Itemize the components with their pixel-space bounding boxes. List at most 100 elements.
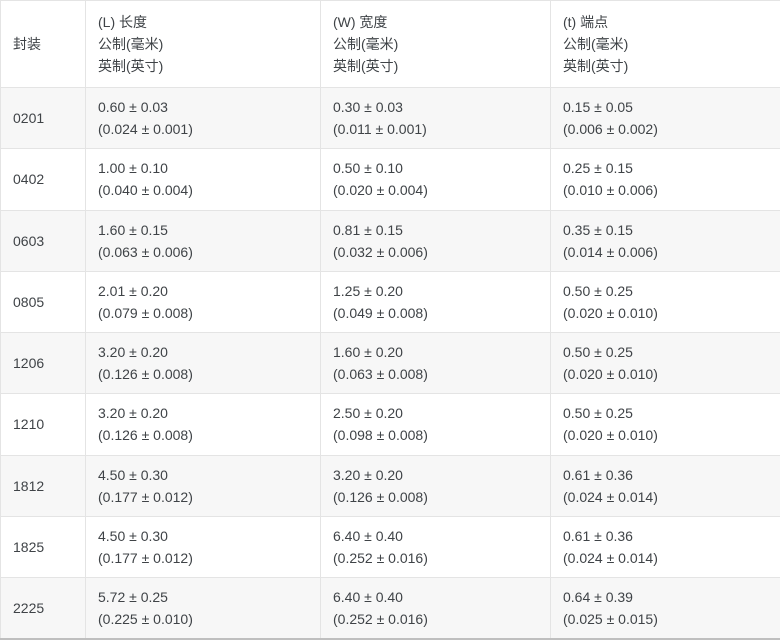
package-code: 0603 (13, 232, 45, 249)
length-cell: 1.00 ± 0.10 (0.040 ± 0.004) (85, 148, 321, 211)
col-header-package: 封装 (0, 0, 86, 88)
terminal-imperial-value: (0.024 ± 0.014) (563, 488, 658, 505)
length-metric-value: 4.50 ± 0.30 (98, 466, 168, 483)
width-cell: 0.30 ± 0.03 (0.011 ± 0.001) (320, 86, 551, 150)
table-row: 0402 1.00 ± 0.10 (0.040 ± 0.004) 0.50 ± 0… (0, 148, 780, 211)
header-length-metric: 公制(毫米) (98, 36, 164, 52)
length-imperial-value: (0.024 ± 0.001) (98, 121, 193, 138)
header-terminal-imperial: 英制(英寸) (563, 58, 629, 74)
table-row: 0603 1.60 ± 0.15 (0.063 ± 0.006) 0.81 ± 0… (0, 209, 780, 272)
package-code: 1206 (13, 355, 45, 372)
package-code: 1825 (13, 538, 45, 555)
table-row: 0805 2.01 ± 0.20 (0.079 ± 0.008) 1.25 ± 0… (0, 270, 780, 334)
header-terminal-title: (t) 端点 (563, 14, 609, 30)
width-cell: 6.40 ± 0.40 (0.252 ± 0.016) (320, 515, 551, 579)
table-row: 1210 3.20 ± 0.20 (0.126 ± 0.008) 2.50 ± 0… (0, 393, 780, 456)
terminal-imperial-value: (0.020 ± 0.010) (563, 427, 658, 444)
length-metric-value: 0.60 ± 0.03 (98, 99, 168, 116)
terminal-metric-value: 0.15 ± 0.05 (563, 99, 633, 116)
package-code: 2225 (13, 600, 45, 617)
package-code: 0805 (13, 293, 45, 310)
length-metric-value: 3.20 ± 0.20 (98, 405, 168, 422)
col-header-terminal: (t) 端点 公制(毫米) 英制(英寸) (550, 0, 780, 88)
terminal-imperial-value: (0.020 ± 0.010) (563, 304, 658, 321)
package-code: 0201 (13, 110, 45, 127)
package-code: 0402 (13, 171, 45, 188)
package-cell: 1206 (0, 332, 86, 395)
terminal-cell: 0.50 ± 0.25 (0.020 ± 0.010) (550, 332, 780, 395)
terminal-metric-value: 0.50 ± 0.25 (563, 282, 633, 299)
terminal-imperial-value: (0.020 ± 0.010) (563, 366, 658, 383)
length-metric-value: 3.20 ± 0.20 (98, 344, 168, 361)
package-cell: 0201 (0, 86, 86, 150)
terminal-imperial-value: (0.014 ± 0.006) (563, 243, 658, 260)
length-imperial-value: (0.063 ± 0.006) (98, 243, 193, 260)
length-cell: 1.60 ± 0.15 (0.063 ± 0.006) (85, 209, 321, 272)
width-cell: 6.40 ± 0.40 (0.252 ± 0.016) (320, 577, 551, 640)
length-imperial-value: (0.225 ± 0.010) (98, 611, 193, 628)
package-code: 1210 (13, 416, 45, 433)
length-cell: 3.20 ± 0.20 (0.126 ± 0.008) (85, 332, 321, 395)
width-cell: 3.20 ± 0.20 (0.126 ± 0.008) (320, 454, 551, 517)
width-imperial-value: (0.098 ± 0.008) (333, 427, 428, 444)
width-metric-value: 0.81 ± 0.15 (333, 221, 403, 238)
header-length-title: (L) 长度 (98, 14, 147, 30)
package-cell: 2225 (0, 577, 86, 640)
length-metric-value: 5.72 ± 0.25 (98, 589, 168, 606)
width-cell: 0.50 ± 0.10 (0.020 ± 0.004) (320, 148, 551, 211)
width-imperial-value: (0.032 ± 0.006) (333, 243, 428, 260)
length-cell: 4.50 ± 0.30 (0.177 ± 0.012) (85, 515, 321, 579)
width-metric-value: 0.50 ± 0.10 (333, 160, 403, 177)
terminal-metric-value: 0.61 ± 0.36 (563, 527, 633, 544)
length-metric-value: 4.50 ± 0.30 (98, 527, 168, 544)
header-width-metric: 公制(毫米) (333, 36, 399, 52)
width-imperial-value: (0.252 ± 0.016) (333, 611, 428, 628)
terminal-cell: 0.25 ± 0.15 (0.010 ± 0.006) (550, 148, 780, 211)
length-cell: 2.01 ± 0.20 (0.079 ± 0.008) (85, 270, 321, 334)
header-terminal-metric: 公制(毫米) (563, 36, 629, 52)
terminal-cell: 0.61 ± 0.36 (0.024 ± 0.014) (550, 515, 780, 579)
width-metric-value: 2.50 ± 0.20 (333, 405, 403, 422)
package-cell: 1812 (0, 454, 86, 517)
terminal-metric-value: 0.61 ± 0.36 (563, 466, 633, 483)
terminal-imperial-value: (0.024 ± 0.014) (563, 549, 658, 566)
length-imperial-value: (0.177 ± 0.012) (98, 549, 193, 566)
package-cell: 1825 (0, 515, 86, 579)
header-width-title: (W) 宽度 (333, 14, 388, 30)
terminal-cell: 0.64 ± 0.39 (0.025 ± 0.015) (550, 577, 780, 640)
length-imperial-value: (0.126 ± 0.008) (98, 427, 193, 444)
table-row: 1812 4.50 ± 0.30 (0.177 ± 0.012) 3.20 ± 0… (0, 454, 780, 517)
header-width-imperial: 英制(英寸) (333, 58, 399, 74)
table-row: 1825 4.50 ± 0.30 (0.177 ± 0.012) 6.40 ± 0… (0, 515, 780, 579)
table-row: 0201 0.60 ± 0.03 (0.024 ± 0.001) 0.30 ± 0… (0, 86, 780, 150)
width-metric-value: 1.25 ± 0.20 (333, 282, 403, 299)
width-imperial-value: (0.126 ± 0.008) (333, 488, 428, 505)
width-imperial-value: (0.020 ± 0.004) (333, 182, 428, 199)
terminal-imperial-value: (0.010 ± 0.006) (563, 182, 658, 199)
length-imperial-value: (0.079 ± 0.008) (98, 304, 193, 321)
length-metric-value: 1.60 ± 0.15 (98, 221, 168, 238)
width-cell: 1.60 ± 0.20 (0.063 ± 0.008) (320, 332, 551, 395)
terminal-cell: 0.35 ± 0.15 (0.014 ± 0.006) (550, 209, 780, 272)
terminal-cell: 0.15 ± 0.05 (0.006 ± 0.002) (550, 86, 780, 150)
header-row: 封装 (L) 长度 公制(毫米) 英制(英寸) (W) 宽度 公制(毫米) 英制… (0, 0, 780, 88)
table-row: 2225 5.72 ± 0.25 (0.225 ± 0.010) 6.40 ± 0… (0, 577, 780, 640)
terminal-cell: 0.50 ± 0.25 (0.020 ± 0.010) (550, 393, 780, 456)
terminal-metric-value: 0.25 ± 0.15 (563, 160, 633, 177)
terminal-imperial-value: (0.025 ± 0.015) (563, 611, 658, 628)
width-metric-value: 0.30 ± 0.03 (333, 99, 403, 116)
terminal-metric-value: 0.64 ± 0.39 (563, 589, 633, 606)
length-metric-value: 1.00 ± 0.10 (98, 160, 168, 177)
package-cell: 0805 (0, 270, 86, 334)
width-metric-value: 1.60 ± 0.20 (333, 344, 403, 361)
terminal-cell: 0.61 ± 0.36 (0.024 ± 0.014) (550, 454, 780, 517)
width-imperial-value: (0.011 ± 0.001) (333, 121, 427, 138)
length-cell: 3.20 ± 0.20 (0.126 ± 0.008) (85, 393, 321, 456)
width-cell: 0.81 ± 0.15 (0.032 ± 0.006) (320, 209, 551, 272)
terminal-metric-value: 0.50 ± 0.25 (563, 405, 633, 422)
terminal-metric-value: 0.50 ± 0.25 (563, 344, 633, 361)
table-row: 1206 3.20 ± 0.20 (0.126 ± 0.008) 1.60 ± 0… (0, 332, 780, 395)
width-imperial-value: (0.252 ± 0.016) (333, 549, 428, 566)
